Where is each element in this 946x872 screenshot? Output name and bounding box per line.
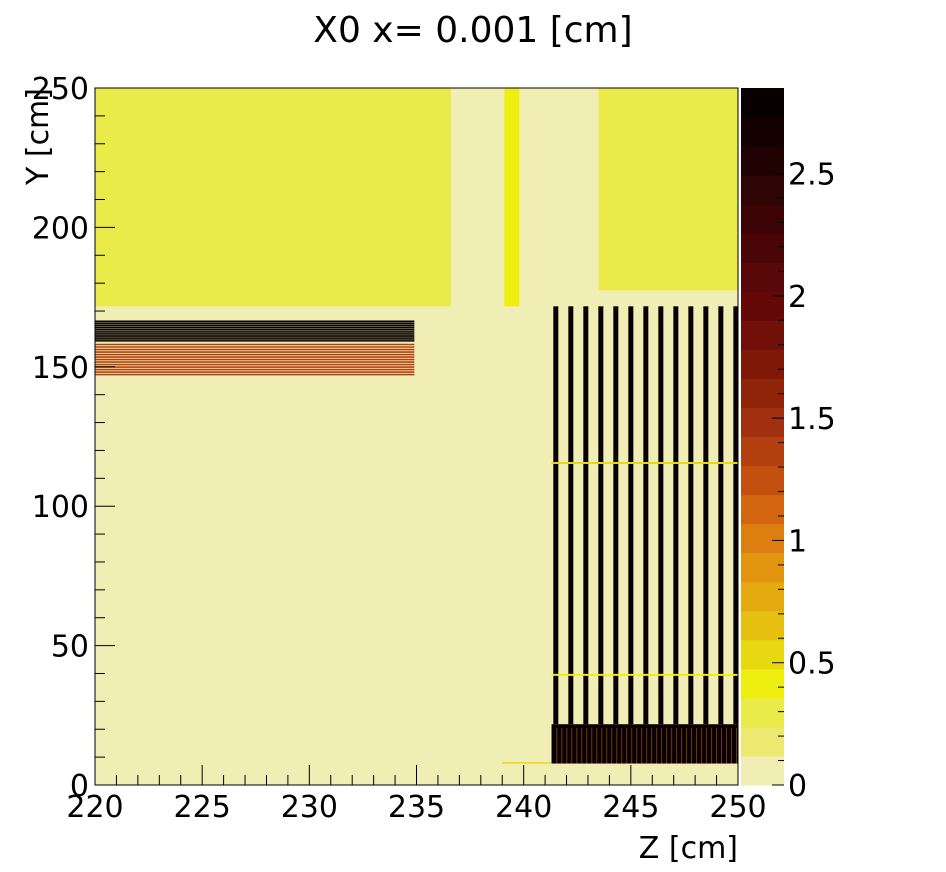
y-tick-label: 100 bbox=[32, 490, 89, 525]
x-tick-label: 220 bbox=[66, 790, 123, 825]
y-tick-label: 200 bbox=[32, 211, 89, 246]
colorbar-step bbox=[741, 349, 784, 379]
heatmap-region-bottom-right-base bbox=[551, 724, 738, 764]
colorbar-tick-label: 0 bbox=[788, 769, 807, 804]
heatmap-plot-area bbox=[95, 88, 739, 785]
colorbar-tick-label: 2 bbox=[788, 280, 807, 315]
x-tick-label: 245 bbox=[602, 790, 659, 825]
colorbar-step bbox=[741, 320, 784, 350]
heatmap-region-upper-right-block bbox=[598, 88, 738, 291]
heatmap-vertical-bar bbox=[733, 306, 739, 725]
colorbar-step bbox=[741, 465, 784, 496]
heatmap-vertical-bar bbox=[703, 306, 709, 725]
heatmap-vertical-bar bbox=[673, 306, 679, 725]
colorbar-tick-label: 0.5 bbox=[788, 647, 836, 682]
chart-title: X0 x= 0.001 [cm] bbox=[313, 10, 632, 51]
colorbar-step bbox=[741, 146, 784, 176]
colorbar-step bbox=[741, 262, 784, 292]
x-tick-label: 230 bbox=[281, 790, 338, 825]
colorbar-step bbox=[741, 610, 784, 641]
x-tick-label: 225 bbox=[174, 790, 231, 825]
colorbar-step bbox=[741, 523, 784, 554]
colorbar-step bbox=[741, 117, 784, 147]
heatmap-vertical-bar bbox=[658, 306, 664, 725]
colorbar: 0 0.5 1 1.5 2 2.5 bbox=[741, 88, 836, 804]
heatmap-region-bottom-base-ledge bbox=[502, 762, 552, 764]
colorbar-step bbox=[741, 378, 784, 408]
colorbar-step bbox=[741, 755, 784, 786]
colorbar-step bbox=[741, 639, 784, 670]
heatmap-region-narrow-strip bbox=[504, 88, 520, 307]
heatmap-vertical-bar bbox=[568, 306, 574, 725]
heatmap-vertical-bar bbox=[613, 306, 619, 725]
colorbar-step bbox=[741, 494, 784, 525]
colorbar-tick-label: 1 bbox=[788, 524, 807, 559]
colorbar-step bbox=[741, 233, 784, 263]
heatmap-vertical-bar bbox=[598, 306, 604, 725]
colorbar-step bbox=[741, 88, 784, 118]
colorbar-step bbox=[741, 407, 784, 437]
x-axis-label: Z [cm] bbox=[639, 831, 738, 866]
x-tick-label: 240 bbox=[495, 790, 552, 825]
y-axis-label: Y [cm] bbox=[21, 88, 56, 186]
colorbar-step bbox=[741, 668, 784, 699]
colorbar-step bbox=[741, 175, 784, 205]
axes: 220 225 230 235 240 245 250 0 50 100 150 200 250 bbox=[32, 72, 767, 825]
y-tick-label: 0 bbox=[70, 769, 89, 804]
x-tick-label: 235 bbox=[388, 790, 445, 825]
y-tick-label: 50 bbox=[51, 630, 89, 665]
heatmap-vertical-bar bbox=[628, 306, 634, 725]
colorbar-tick-label: 2.5 bbox=[788, 158, 836, 193]
heatmap-vertical-bar bbox=[553, 306, 559, 725]
colorbar-step bbox=[741, 552, 784, 583]
colorbar-step bbox=[741, 581, 784, 612]
heatmap-vertical-bar bbox=[688, 306, 694, 725]
colorbar-step bbox=[741, 436, 784, 467]
colorbar-tick-label: 1.5 bbox=[788, 402, 836, 437]
heatmap-vertical-bar bbox=[643, 306, 649, 725]
colorbar-step bbox=[741, 204, 784, 234]
y-tick-label: 250 bbox=[32, 72, 89, 107]
heatmap-region-upper-left-block bbox=[95, 88, 451, 307]
heatmap-vertical-bar bbox=[583, 306, 589, 725]
x-tick-label: 250 bbox=[709, 790, 766, 825]
colorbar-step bbox=[741, 726, 784, 757]
colorbar-step bbox=[741, 697, 784, 728]
y-tick-label: 150 bbox=[32, 351, 89, 386]
heatmap-vertical-bar bbox=[718, 306, 724, 725]
